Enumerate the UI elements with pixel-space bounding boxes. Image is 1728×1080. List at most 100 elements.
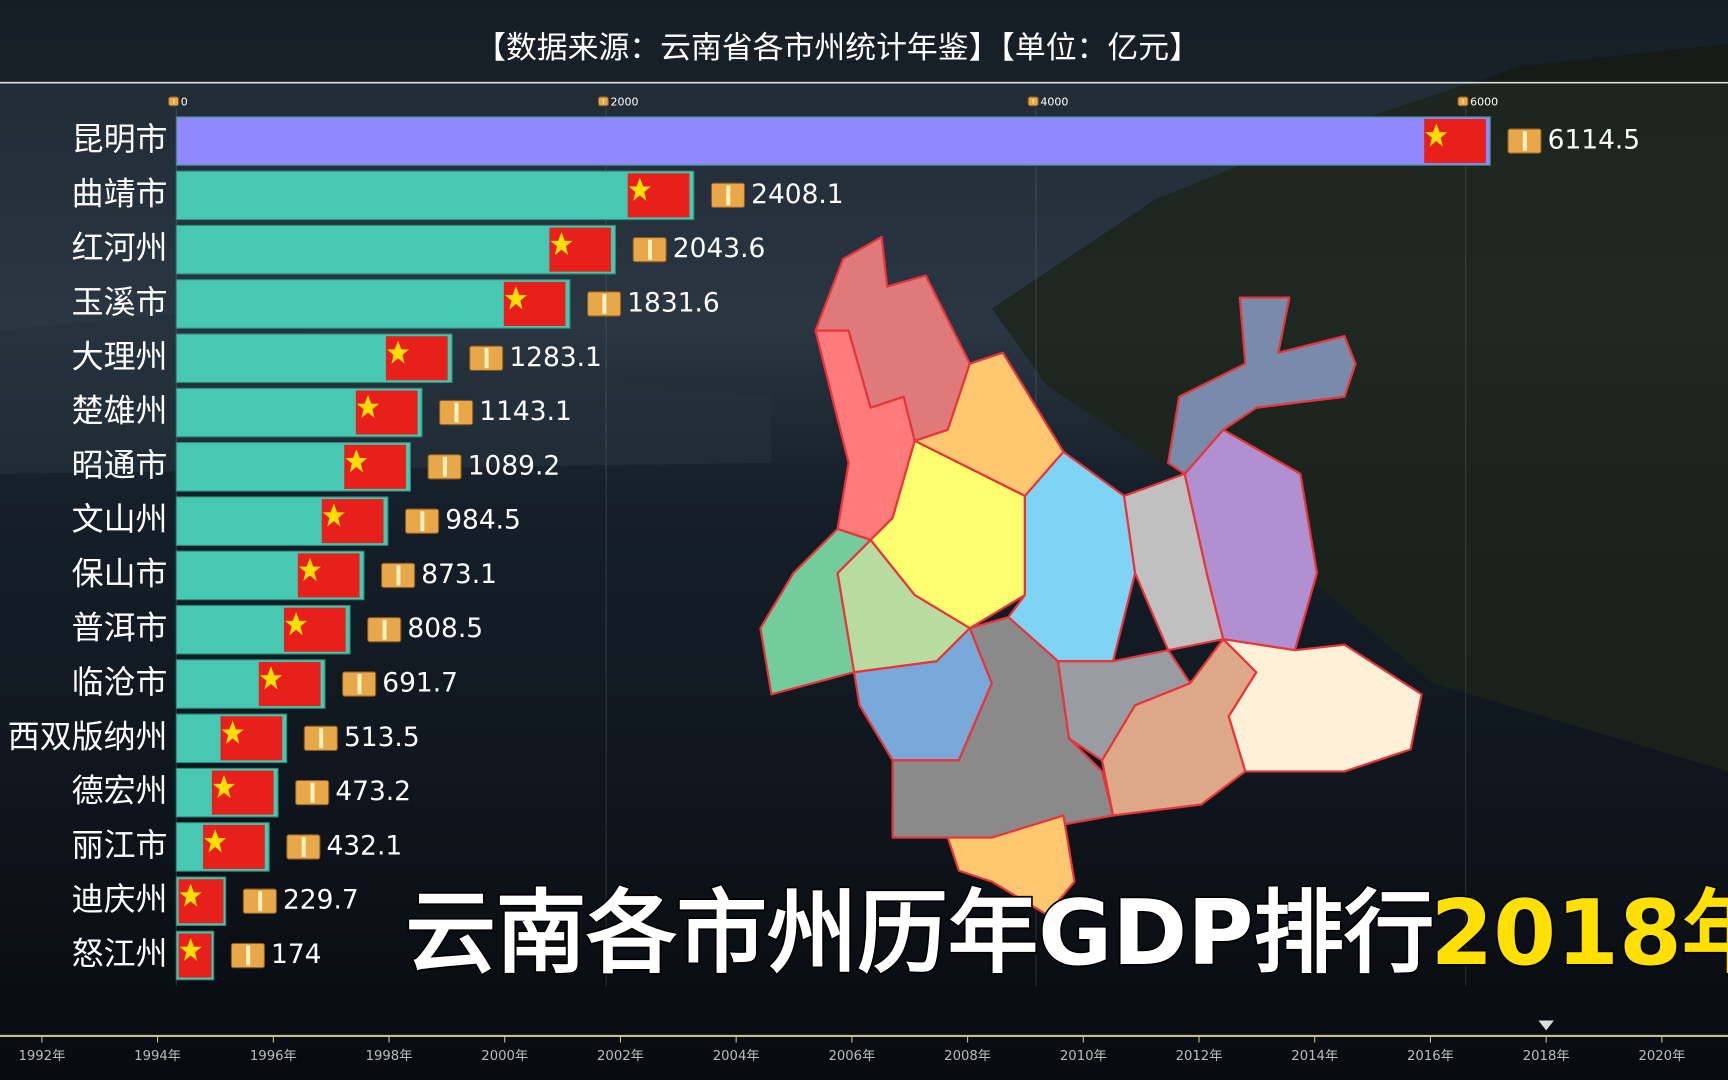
flag-star (298, 557, 321, 581)
y-tick-label: 昭通市 (72, 446, 168, 484)
y-tick-label: 曲靖市 (72, 174, 168, 212)
coin-icon-mark (357, 674, 362, 694)
flag-star (285, 612, 308, 636)
coin-icon-mark (420, 511, 425, 532)
map-region (1167, 296, 1357, 475)
timeline-label: 2018年 (1523, 1048, 1570, 1064)
coin-icon-mark (1522, 131, 1527, 151)
flag-star (504, 286, 527, 310)
value-label: 1283.1 (509, 342, 602, 373)
timeline-label: 2020年 (1638, 1048, 1685, 1064)
y-tick-label: 保山市 (72, 554, 168, 592)
value-label: 2408.1 (751, 179, 844, 210)
value-label: 473.2 (335, 776, 411, 807)
value-label: 432.1 (326, 830, 402, 861)
x-tick-label: 6000 (1470, 95, 1498, 108)
flag-star (322, 503, 345, 527)
value-label: 691.7 (382, 668, 458, 699)
coin-icon-mark (1462, 99, 1464, 104)
coin-icon-mark (246, 945, 251, 966)
y-tick-label: 丽江市 (72, 826, 168, 864)
y-tick-label: 德宏州 (72, 772, 168, 810)
flag-star (179, 883, 202, 907)
timeline-label: 1998年 (366, 1048, 413, 1064)
y-tick-label: 文山州 (72, 500, 168, 538)
coin-icon-mark (396, 565, 401, 586)
bar (175, 116, 1491, 166)
year-label: 2018年 (1430, 881, 1728, 986)
value-label: 174 (271, 939, 321, 970)
flag-star (550, 232, 573, 256)
value-label: 229.7 (283, 885, 359, 916)
coin-icon-mark (442, 456, 447, 477)
timeline-label: 2006年 (828, 1048, 875, 1064)
flag-star (259, 666, 282, 690)
header-band (0, 0, 1728, 82)
coin-icon-mark (454, 402, 459, 423)
x-tick-label: 0 (181, 95, 188, 108)
timeline-label: 1994年 (134, 1048, 181, 1064)
map-region (1222, 638, 1423, 773)
mountain (991, 44, 1728, 772)
flag-star (179, 937, 202, 962)
coin-icon-mark (310, 782, 315, 803)
value-label: 1089.2 (468, 450, 561, 481)
value-label: 984.5 (445, 505, 521, 536)
y-tick-label: 楚雄州 (72, 392, 168, 430)
coin-icon-mark (648, 239, 652, 260)
coin-icon-mark (726, 185, 731, 206)
flag-star (221, 720, 244, 744)
coin-icon-mark (258, 891, 263, 912)
flag (178, 879, 224, 924)
y-tick-label: 昆明市 (72, 120, 168, 158)
coin-icon-mark (602, 294, 607, 314)
x-tick-label: 2000 (611, 95, 639, 108)
coin-icon-mark (602, 99, 605, 104)
coin-icon-mark (1032, 99, 1034, 104)
value-label: 1831.6 (627, 287, 720, 318)
map-region (759, 527, 872, 696)
y-tick-label: 迪庆州 (72, 880, 168, 918)
y-tick-label: 临沧市 (72, 663, 168, 701)
value-label: 6114.5 (1548, 125, 1641, 156)
flag-star (387, 340, 410, 364)
flag-star (212, 774, 236, 799)
timeline-label: 2010年 (1060, 1048, 1107, 1064)
timeline-marker (1538, 1020, 1554, 1031)
coin-icon-mark (484, 348, 489, 369)
flag-star (345, 449, 368, 473)
y-tick-label: 怒江州 (72, 935, 168, 973)
y-tick-label: 西双版纳州 (8, 717, 168, 755)
coin-icon-mark (382, 619, 387, 640)
y-tick-label: 大理州 (72, 337, 168, 375)
coin-icon-mark (173, 99, 175, 104)
value-label: 808.5 (407, 613, 483, 644)
timeline-label: 2002年 (597, 1048, 644, 1064)
map-region (946, 814, 1076, 916)
value-label: 873.1 (421, 559, 497, 590)
x-tick-label: 4000 (1040, 95, 1068, 108)
y-tick-label: 红河州 (72, 229, 168, 267)
timeline-label: 1996年 (250, 1048, 297, 1064)
y-tick-label: 玉溪市 (72, 283, 168, 321)
flag-star (204, 829, 227, 853)
timeline-label: 1992年 (18, 1048, 65, 1064)
coin-icon-mark (319, 728, 324, 749)
timeline-label: 2012年 (1176, 1048, 1223, 1064)
bar (175, 170, 695, 221)
map-region (1183, 428, 1319, 652)
y-tick-label: 普洱市 (72, 609, 168, 647)
flag-star (628, 177, 651, 201)
value-label: 1143.1 (479, 396, 572, 427)
timeline-label: 2004年 (713, 1048, 760, 1064)
flag-star (1425, 123, 1448, 147)
subtitle: 【数据来源：云南省各市州统计年鉴】【单位：亿元】 (475, 30, 1200, 66)
coin-icon-mark (301, 837, 306, 857)
value-label: 2043.6 (673, 233, 766, 264)
flag-star (356, 394, 379, 419)
timeline-label: 2014年 (1291, 1048, 1338, 1064)
timeline-label: 2008年 (944, 1048, 991, 1064)
yunnan-map (759, 235, 1423, 916)
